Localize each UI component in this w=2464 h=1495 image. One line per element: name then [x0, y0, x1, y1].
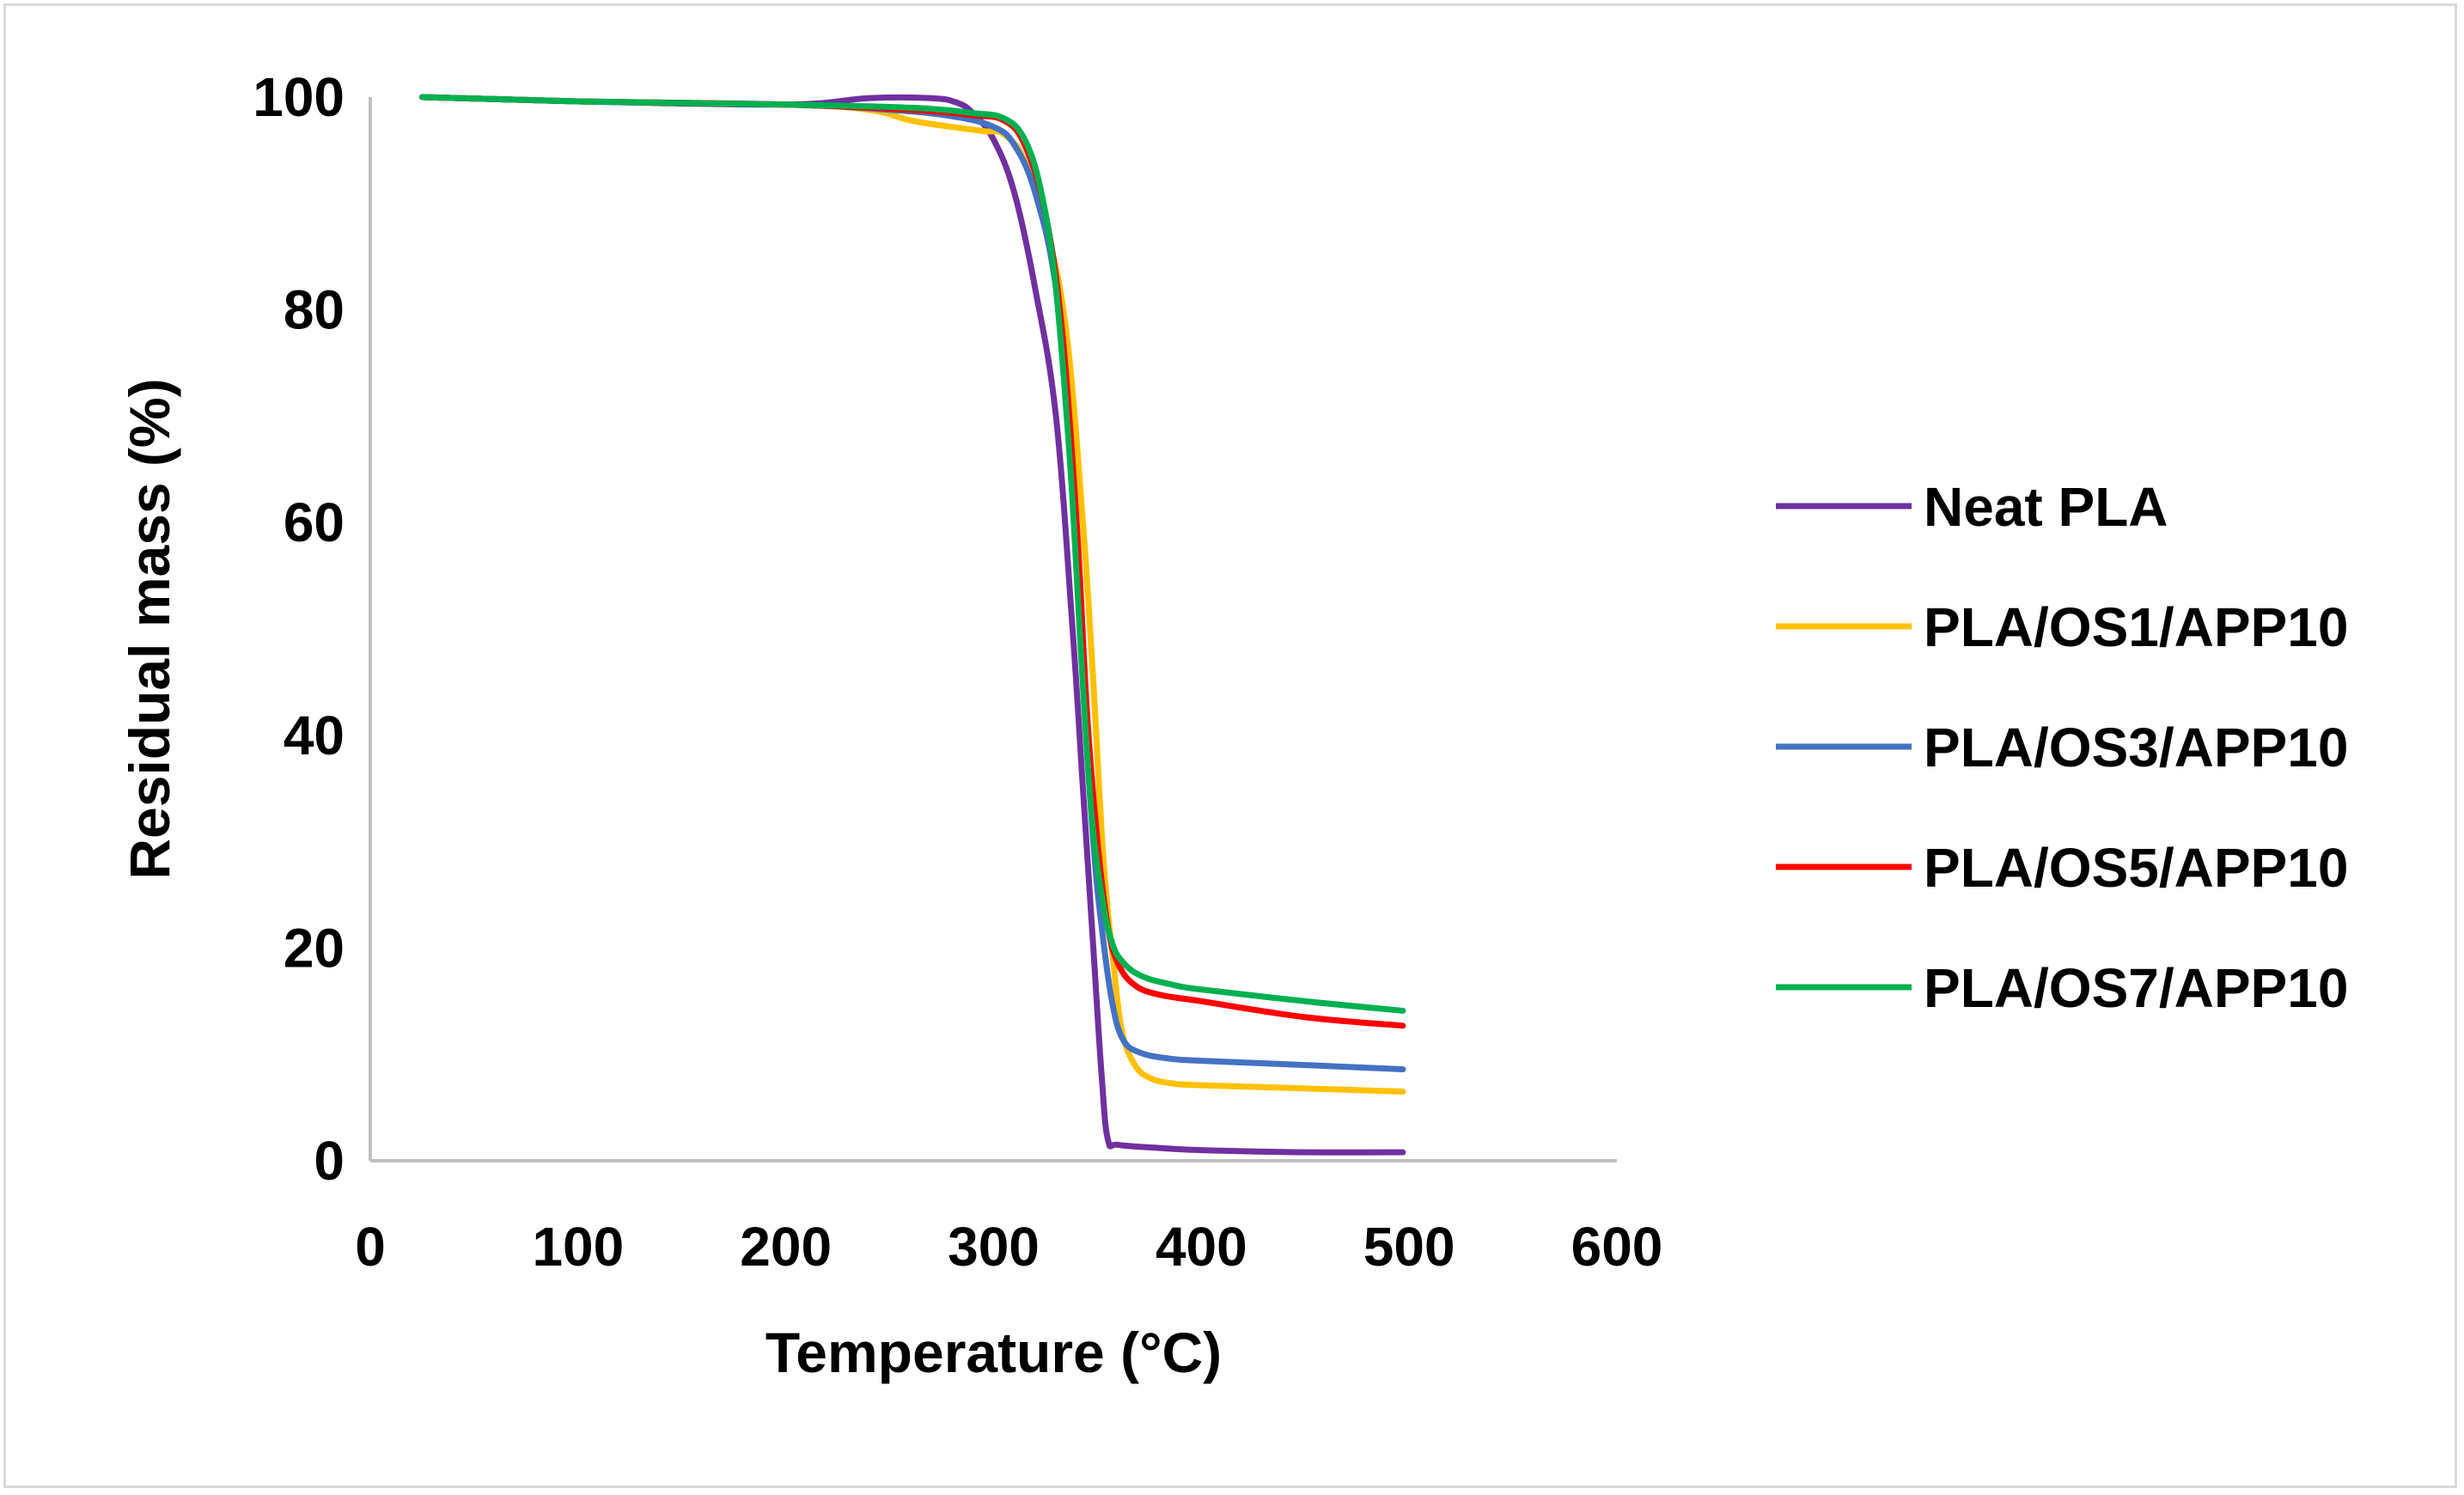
- y-axis-title: Residual mass (%): [118, 378, 181, 879]
- x-tick-label: 400: [1156, 1216, 1247, 1278]
- y-tick-label: 0: [314, 1130, 345, 1192]
- legend-label-pla-os7-app10: PLA/OS7/APP10: [1924, 957, 2348, 1019]
- x-tick-label: 200: [740, 1216, 832, 1278]
- y-tick-label: 80: [284, 279, 345, 341]
- legend-label-pla-os5-app10: PLA/OS5/APP10: [1924, 837, 2348, 899]
- x-tick-label: 100: [532, 1216, 624, 1278]
- x-tick-label: 0: [355, 1216, 386, 1278]
- legend-label-neat-pla: Neat PLA: [1924, 476, 2168, 538]
- x-axis-title: Temperature (°C): [765, 1321, 1222, 1384]
- legend-label-pla-os3-app10: PLA/OS3/APP10: [1924, 717, 2348, 778]
- x-tick-label: 600: [1571, 1216, 1663, 1278]
- x-tick-label: 300: [948, 1216, 1040, 1278]
- x-tick-label: 500: [1363, 1216, 1455, 1278]
- y-tick-label: 60: [284, 491, 345, 553]
- series-line-pla-os5-app10: [419, 94, 1406, 1029]
- series-line-pla-os3-app10: [419, 94, 1406, 1072]
- series-line-pla-os1-app10: [419, 94, 1406, 1095]
- y-tick-label: 20: [284, 917, 345, 979]
- y-tick-label: 40: [284, 705, 345, 766]
- series-line-pla-os7-app10: [419, 94, 1406, 1014]
- tga-chart: 0 20 40 60 80 100 0 100 200 300 400 500 600 Temperatu…: [118, 66, 2348, 1384]
- series-line-neat-pla: [419, 94, 1406, 1156]
- chart-frame: 0 20 40 60 80 100 0 100 200 300 400 500 600 Temperatu…: [3, 3, 2457, 1488]
- y-tick-label: 100: [253, 66, 345, 128]
- legend-label-pla-os1-app10: PLA/OS1/APP10: [1924, 596, 2348, 658]
